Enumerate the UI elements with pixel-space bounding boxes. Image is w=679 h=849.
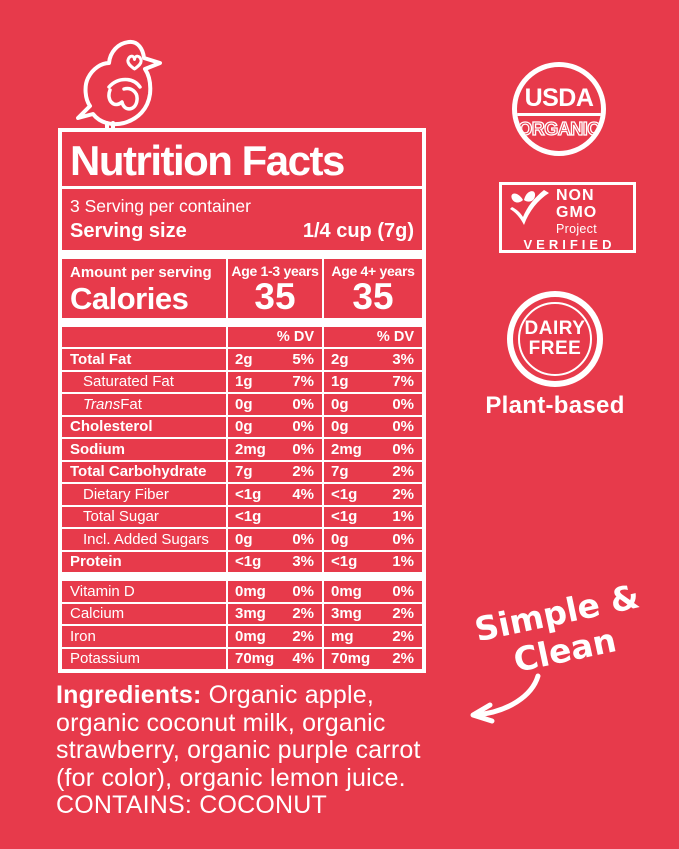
ingredients-text: Ingredients: Organic apple, organic coco… — [56, 681, 496, 820]
calories-label: Calories — [70, 281, 189, 316]
non-gmo-verified-badge: NON GMO Project VERIFIED — [499, 182, 636, 253]
thick-divider — [62, 572, 422, 582]
organic-text: ORGANIC — [518, 118, 601, 139]
table-row-total-sugar: Total Sugar <1g <1g 1% — [62, 504, 422, 528]
percent-dv-header-1: % DV — [226, 327, 322, 348]
serving-size-label: Serving size — [70, 220, 187, 242]
table-row-vitamin-d: Vitamin D 0mg 0% 0mg 0% — [62, 581, 422, 602]
project-text: Project — [556, 221, 598, 236]
plant-based-text: Plant-based — [485, 392, 625, 419]
gmo-text: GMO — [556, 203, 598, 221]
table-row-total-carbohydrate: Total Carbohydrate 7g 2% 7g 2% — [62, 459, 422, 483]
usda-organic-badge: USDA ORGANIC — [512, 62, 606, 156]
table-row-calcium: Calcium 3mg 2% 3mg 2% — [62, 601, 422, 625]
thick-divider — [62, 318, 422, 328]
table-row-iron: Iron 0mg 2% mg 2% — [62, 624, 422, 647]
serving-size-row: Serving size 1/4 cup (7g) — [62, 217, 422, 250]
calories-value-age-1-3: 35 — [254, 276, 296, 317]
servings-per-container: 3 Serving per container — [70, 196, 251, 216]
thick-divider — [62, 250, 422, 259]
table-row-potassium: Potassium 70mg 4% 70mg 2% — [62, 646, 422, 670]
percent-dv-header-row: % DV % DV — [62, 327, 422, 348]
amount-per-serving-label: Amount per serving — [70, 264, 212, 281]
non-text: NON — [556, 187, 595, 204]
calories-value-age-4plus: 35 — [352, 276, 394, 317]
dairy-free-badge: DAIRY FREE — [507, 291, 603, 387]
calories-col-age-1-3: Age 1-3 years 35 — [226, 259, 322, 319]
table-row-protein: Protein <1g 3% <1g 1% — [62, 549, 422, 573]
contains-statement: CONTAINS: COCONUT — [56, 791, 327, 819]
title-underline — [62, 186, 422, 189]
usda-text: USDA — [524, 84, 594, 112]
ingredients-label: Ingredients: — [56, 681, 202, 709]
age-1-3-header: Age 1-3 years — [231, 263, 319, 279]
table-row-total-fat: Total Fat 2g 5% 2g 3% — [62, 347, 422, 370]
nutrition-facts-title: Nutrition Facts — [70, 137, 345, 184]
age-4plus-header: Age 4+ years — [331, 263, 415, 279]
curved-arrow-icon — [470, 673, 541, 724]
table-row-saturated-fat: Saturated Fat 1g 7% 1g 7% — [62, 369, 422, 393]
bird-logo-icon — [76, 39, 162, 130]
nutrition-facts-label: Nutrition Facts 3 Serving per container … — [58, 128, 426, 674]
butterfly-checkmark-icon — [502, 185, 556, 235]
table-row-added-sugars: Incl. Added Sugars 0g 0% 0g 0% — [62, 527, 422, 550]
dairy-text: DAIRY — [524, 318, 586, 340]
percent-dv-header-2: % DV — [322, 327, 422, 348]
calories-section: Amount per serving Calories Age 1-3 year… — [62, 259, 422, 319]
table-row-dietary-fiber: Dietary Fiber <1g 4% <1g 2% — [62, 482, 422, 505]
free-text: FREE — [528, 338, 582, 359]
verified-text: VERIFIED — [523, 237, 616, 253]
calories-col-age-4plus: Age 4+ years 35 — [322, 259, 422, 319]
table-row-cholesterol: Cholesterol 0g 0% 0g 0% — [62, 414, 422, 438]
table-row-trans-fat: Trans Fat 0g 0% 0g 0% — [62, 392, 422, 415]
serving-size-value: 1/4 cup (7g) — [302, 220, 414, 242]
table-row-sodium: Sodium 2mg 0% 2mg 0% — [62, 437, 422, 460]
